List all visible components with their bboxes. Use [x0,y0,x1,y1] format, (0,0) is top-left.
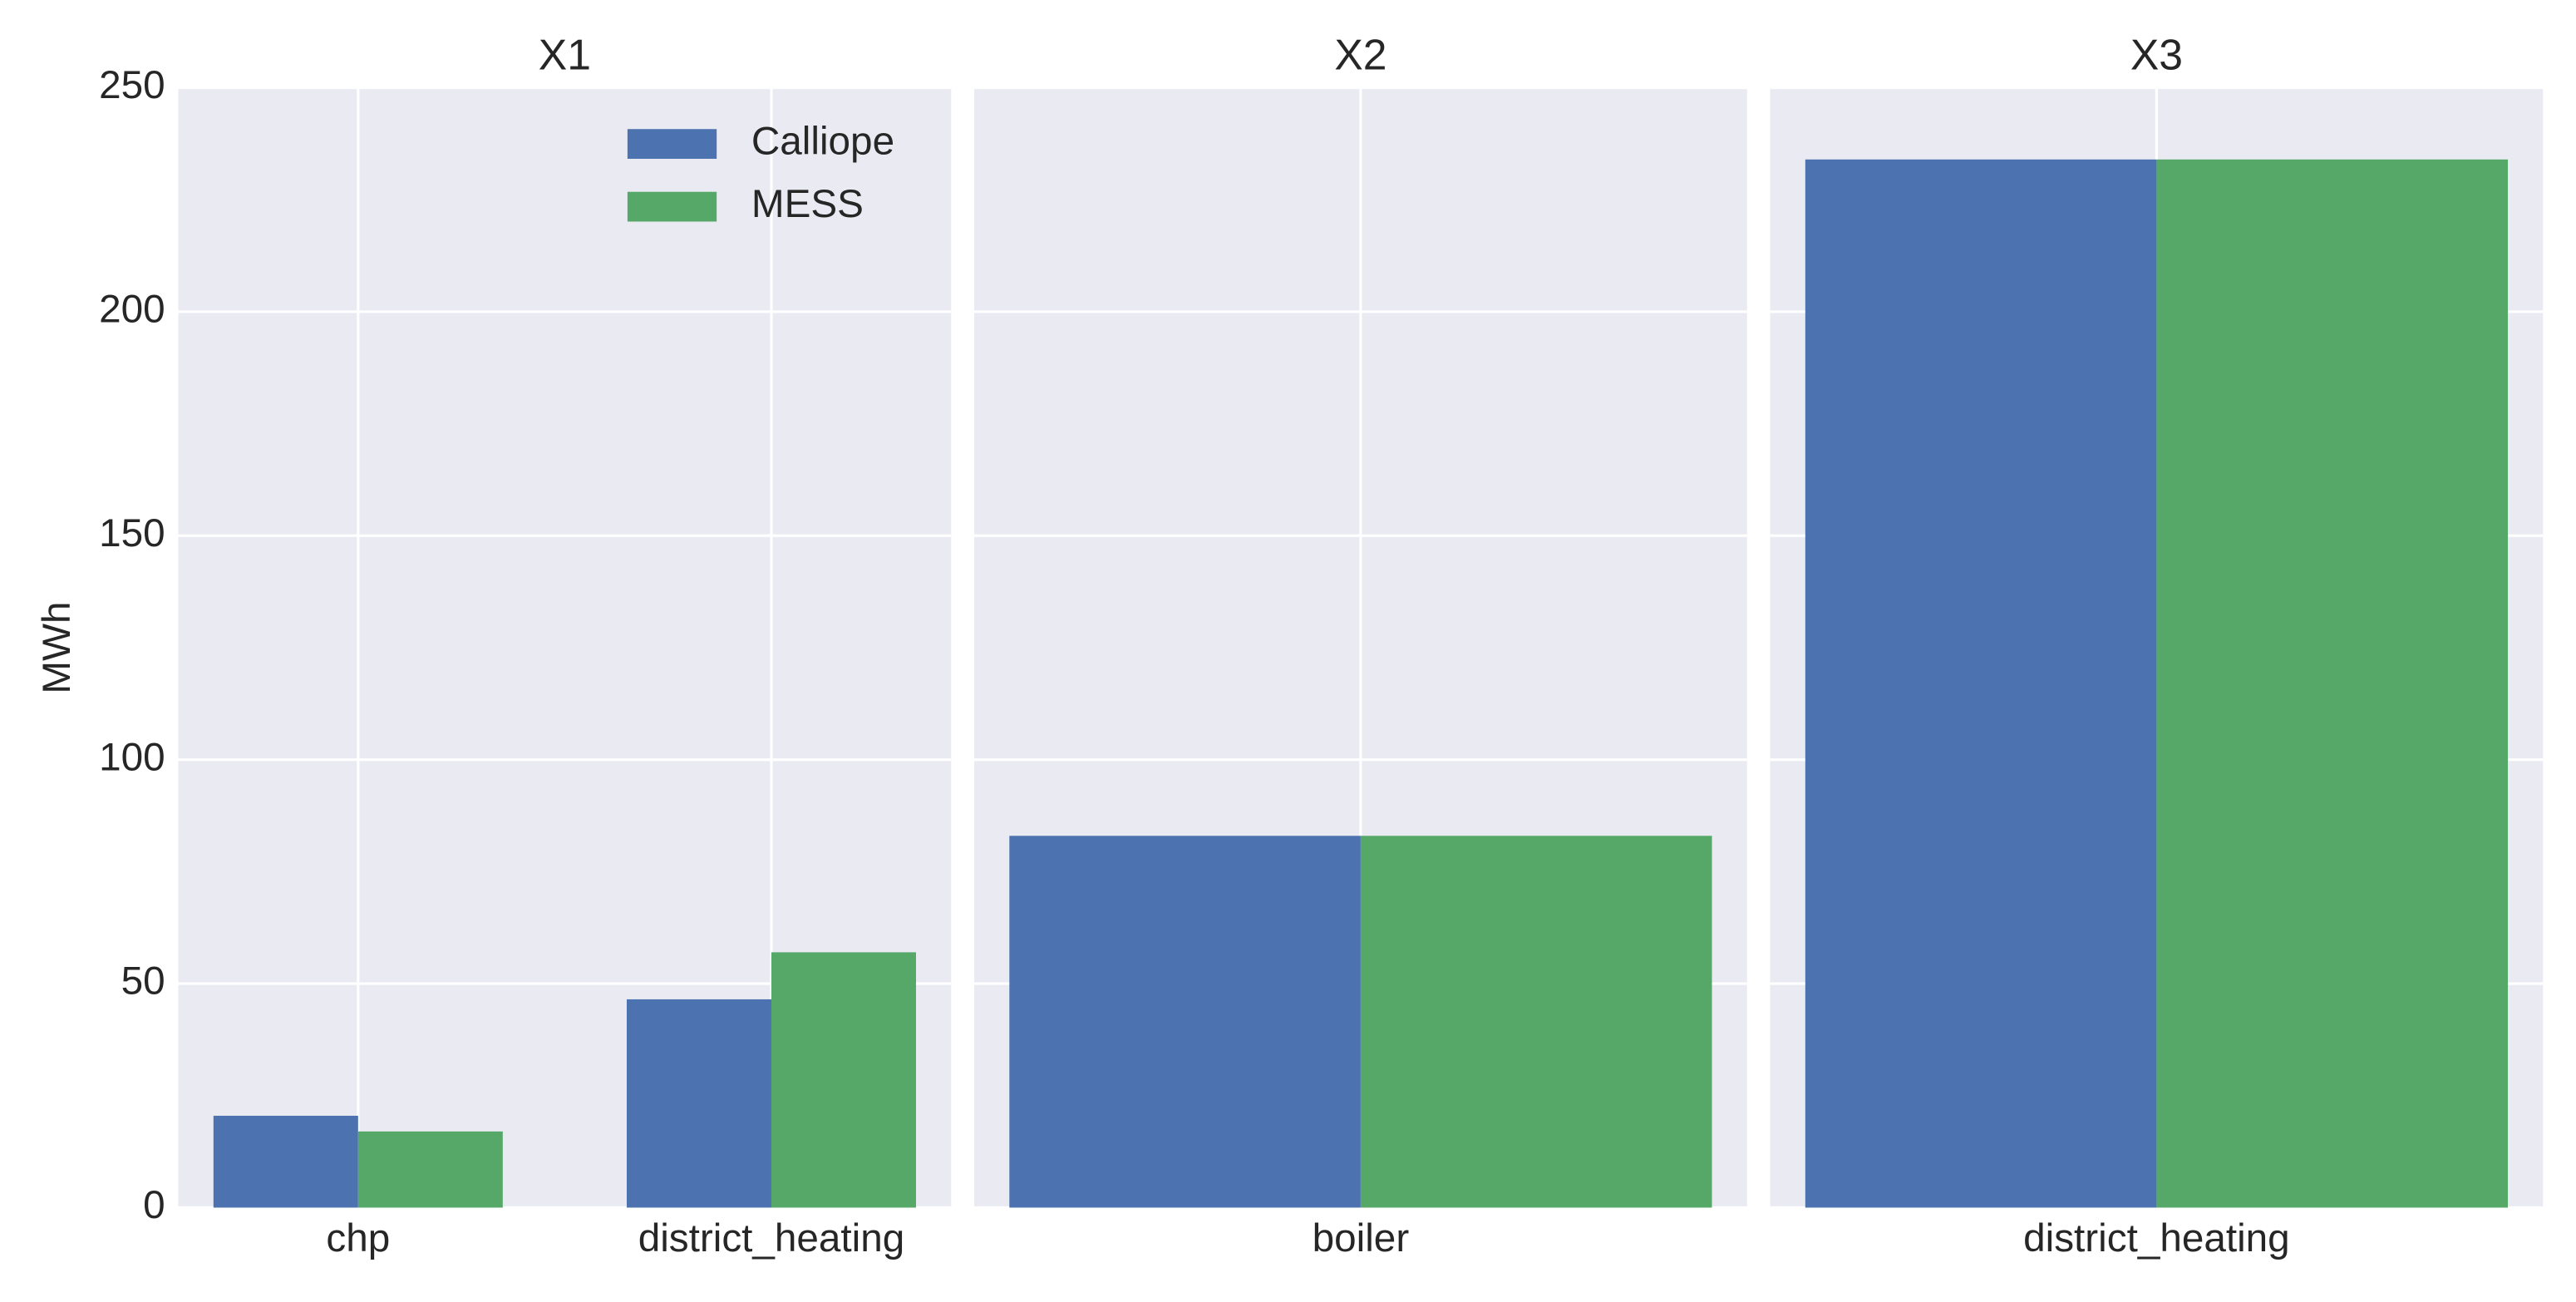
bar [213,1116,358,1208]
legend-label: MESS [751,182,864,226]
y-axis-label: MWh [35,601,79,693]
subplot-title: X3 [2130,30,2183,78]
subplot-title: X1 [539,30,591,78]
bar [1360,836,1712,1208]
bar [771,952,916,1208]
legend-swatch [627,191,717,222]
y-tick-label: 250 [99,63,165,107]
bar [626,999,771,1208]
bar [357,1131,503,1208]
bar [1805,159,2157,1208]
y-tick-label: 50 [121,959,165,1004]
x-tick-label: chp [326,1216,390,1260]
legend-label: Calliope [751,120,894,164]
x-tick-label: district_heating [638,1216,905,1260]
y-tick-label: 100 [99,735,165,779]
x-tick-label: boiler [1313,1216,1410,1260]
y-tick-label: 150 [99,511,165,555]
bar [2156,159,2509,1208]
x-tick-label: district_heating [2023,1216,2290,1260]
bar [1009,836,1361,1208]
legend-swatch [627,129,717,160]
y-tick-label: 0 [143,1183,165,1227]
subplot-title: X2 [1334,30,1387,78]
y-tick-label: 200 [99,288,165,332]
